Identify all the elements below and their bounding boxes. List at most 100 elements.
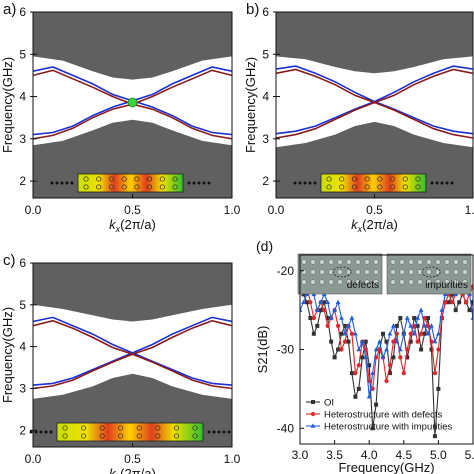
- data-point: [349, 315, 355, 320]
- data-point: [304, 300, 309, 305]
- bulk-band-upper: [33, 263, 232, 322]
- x-axis-label: Frequency(GHz): [338, 460, 434, 474]
- lattice-site: [108, 176, 114, 182]
- data-point: [387, 371, 392, 376]
- data-point: [398, 316, 403, 320]
- data-point: [308, 300, 313, 305]
- photo-rod: [355, 279, 361, 285]
- data-point: [374, 402, 379, 407]
- data-point: [432, 434, 437, 439]
- y-tick-label: 3: [19, 381, 26, 395]
- data-point: [408, 339, 413, 344]
- data-point: [384, 339, 389, 344]
- continuation-dot: [55, 181, 59, 185]
- lattice-site: [377, 184, 383, 190]
- lattice-site: [351, 184, 357, 190]
- data-point: [470, 315, 473, 320]
- photo-rod: [373, 279, 379, 285]
- x-tick-label: 0.5: [366, 203, 383, 217]
- photo-rod: [346, 279, 352, 285]
- data-point: [300, 307, 303, 312]
- lattice-site: [364, 184, 370, 190]
- data-point: [339, 347, 344, 352]
- lattice-site: [172, 184, 178, 190]
- photo-rod: [444, 279, 450, 285]
- continuation-dot: [49, 430, 53, 434]
- y-tick-label: 6: [19, 256, 26, 270]
- panel-label: a): [3, 1, 16, 18]
- data-point: [384, 378, 389, 384]
- continuation-dot: [50, 181, 54, 185]
- photo-rod: [337, 279, 343, 285]
- crossing-marker: [127, 97, 138, 108]
- photo-rod: [319, 279, 325, 285]
- x-tick-label: 3.0: [292, 448, 309, 462]
- data-point: [436, 331, 441, 336]
- highlight-ellipse: [421, 266, 441, 278]
- photo-rod: [462, 269, 468, 275]
- photo-rod: [408, 269, 414, 275]
- data-point: [332, 307, 337, 312]
- photo-rod: [346, 259, 352, 265]
- data-point: [446, 300, 451, 305]
- photo-rod: [408, 279, 414, 285]
- continuation-dot: [197, 181, 201, 185]
- lattice-site: [415, 176, 421, 182]
- lattice-site: [402, 176, 408, 182]
- y-tick-label: 6: [262, 5, 269, 19]
- plot-area: [33, 263, 232, 447]
- photo-rod: [373, 269, 379, 275]
- data-point: [328, 315, 334, 320]
- lattice-site: [134, 184, 140, 190]
- continuation-dot: [313, 181, 317, 185]
- lattice-site: [326, 184, 332, 190]
- data-point: [384, 346, 389, 352]
- lattice-site: [155, 433, 161, 439]
- photo-rod: [310, 259, 316, 265]
- data-point: [408, 331, 413, 336]
- edge-state-curve: [33, 316, 232, 386]
- data-point: [370, 426, 375, 431]
- y-tick-label: -40: [277, 421, 295, 435]
- continuation-dot: [187, 181, 191, 185]
- photo-rod: [462, 279, 468, 285]
- data-point: [422, 323, 427, 328]
- photo-rod: [390, 259, 396, 265]
- photo-rod: [355, 269, 361, 275]
- lattice-site: [99, 425, 105, 431]
- y-tick-label: 2: [262, 174, 269, 188]
- supercell-strip: [320, 173, 427, 193]
- continuation-dot: [217, 430, 221, 434]
- data-point: [457, 300, 462, 305]
- data-point: [332, 355, 337, 360]
- continuation-dot: [445, 181, 449, 185]
- data-point: [404, 315, 410, 320]
- data-point: [471, 300, 473, 305]
- continuation-dot: [303, 181, 307, 185]
- y-tick-label: 5: [262, 47, 269, 61]
- x-axis-label: kx(2π/a): [109, 466, 156, 474]
- data-point: [322, 300, 327, 305]
- x-axis-label: kx(2π/a): [351, 217, 398, 234]
- data-point: [346, 323, 351, 328]
- data-point: [429, 347, 434, 352]
- continuation-dot: [192, 181, 196, 185]
- edge-state-curve: [276, 68, 473, 139]
- data-point: [377, 339, 382, 344]
- lattice-site: [402, 184, 408, 190]
- data-point: [419, 331, 424, 336]
- data-point: [359, 339, 365, 344]
- lattice-site: [136, 433, 142, 439]
- data-point: [346, 339, 351, 344]
- data-point: [325, 323, 330, 328]
- data-point: [356, 386, 361, 391]
- photo-rod: [301, 259, 307, 265]
- lattice-site: [172, 176, 178, 182]
- lattice-site: [83, 184, 89, 190]
- edge-state-curve: [276, 65, 473, 135]
- data-point: [426, 316, 431, 320]
- panel-1: 2 3 4 5 6 0.0 0.5 1.0 Frequency(GHz) b): [243, 1, 474, 217]
- lattice-site: [136, 425, 142, 431]
- continuation-dot: [207, 181, 211, 185]
